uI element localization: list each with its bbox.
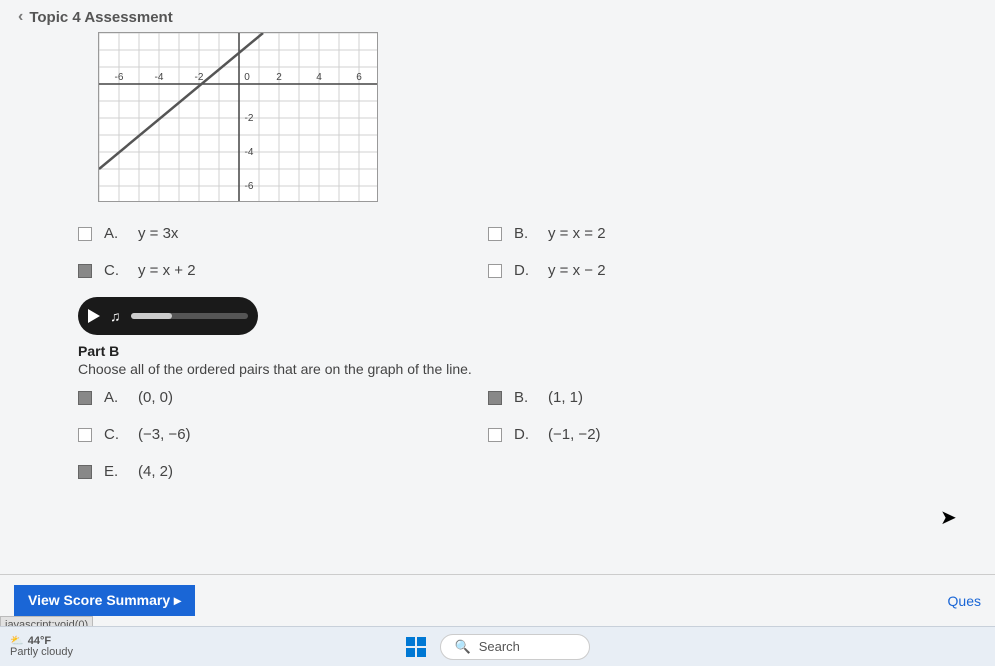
option-letter: C.	[104, 262, 126, 279]
svg-text:-4: -4	[155, 72, 164, 83]
line-graph: -6 -4 -2 2 4 6 0 -2 -4 -6	[98, 32, 378, 202]
answer-option[interactable]: A. y = 3x	[78, 225, 428, 242]
option-label: (−3, −6)	[138, 426, 191, 443]
answer-option[interactable]: A. (0, 0)	[78, 389, 428, 406]
part-b-heading: Part B	[78, 343, 977, 359]
option-label: (4, 2)	[138, 463, 173, 480]
part-b-options: A. (0, 0) B. (1, 1) C. (−3, −6) D. (−1, −2) E. (4…	[78, 389, 838, 480]
weather-widget[interactable]: ⛅44°F Partly cloudy	[10, 636, 73, 658]
svg-text:0: 0	[244, 72, 250, 83]
option-label: y = 3x	[138, 225, 178, 242]
assessment-page: ‹ Topic 4 Assessment -6 -4 -2 2 4 6 0 -2 -4 -6 A.…	[0, 0, 995, 480]
play-icon[interactable]	[88, 309, 100, 323]
option-letter: C.	[104, 426, 126, 443]
option-label: y = x = 2	[548, 225, 606, 242]
option-label: (−1, −2)	[548, 426, 601, 443]
option-letter: A.	[104, 389, 126, 406]
music-note-icon: ♫	[110, 308, 121, 324]
svg-text:4: 4	[316, 72, 322, 83]
graph-container: -6 -4 -2 2 4 6 0 -2 -4 -6	[98, 32, 977, 207]
checkbox[interactable]	[488, 227, 502, 241]
checkbox[interactable]	[488, 391, 502, 405]
answer-option[interactable]: D. y = x − 2	[488, 262, 838, 279]
checkbox[interactable]	[488, 428, 502, 442]
checkbox[interactable]	[78, 428, 92, 442]
svg-text:6: 6	[356, 72, 362, 83]
sun-cloud-icon: ⛅	[10, 636, 24, 647]
svg-text:-4: -4	[245, 147, 254, 158]
start-button[interactable]	[406, 637, 426, 657]
search-icon: 🔍	[455, 639, 471, 655]
answer-option[interactable]: B. y = x = 2	[488, 225, 838, 242]
option-letter: D.	[514, 426, 536, 443]
checkbox[interactable]	[78, 227, 92, 241]
option-label: (1, 1)	[548, 389, 583, 406]
svg-text:-6: -6	[245, 181, 254, 192]
footer-bar: View Score Summary ▸ Ques	[0, 574, 995, 620]
search-placeholder: Search	[479, 639, 520, 654]
question-nav-link[interactable]: Ques	[948, 593, 981, 609]
answer-option[interactable]: C. (−3, −6)	[78, 426, 428, 443]
svg-text:-6: -6	[115, 72, 124, 83]
option-letter: B.	[514, 389, 536, 406]
svg-text:2: 2	[276, 72, 282, 83]
option-label: (0, 0)	[138, 389, 173, 406]
taskbar-center: 🔍 Search	[406, 634, 590, 660]
mouse-cursor-icon: ➤	[940, 505, 957, 530]
option-letter: D.	[514, 262, 536, 279]
checkbox[interactable]	[78, 465, 92, 479]
option-label: y = x − 2	[548, 262, 606, 279]
svg-text:-2: -2	[245, 113, 254, 124]
audio-progress[interactable]	[131, 313, 249, 319]
audio-player[interactable]: ♫	[78, 297, 258, 335]
answer-option[interactable]: E. (4, 2)	[78, 463, 428, 480]
option-letter: E.	[104, 463, 126, 480]
checkbox[interactable]	[488, 264, 502, 278]
breadcrumb-title: Topic 4 Assessment	[29, 9, 172, 26]
answer-option[interactable]: B. (1, 1)	[488, 389, 838, 406]
option-letter: A.	[104, 225, 126, 242]
taskbar-search[interactable]: 🔍 Search	[440, 634, 590, 660]
breadcrumb[interactable]: ‹ Topic 4 Assessment	[18, 8, 977, 26]
part-b-prompt: Choose all of the ordered pairs that are…	[78, 361, 977, 377]
checkbox[interactable]	[78, 264, 92, 278]
svg-text:-2: -2	[195, 72, 204, 83]
answer-option[interactable]: C. y = x + 2	[78, 262, 428, 279]
view-score-button[interactable]: View Score Summary ▸	[14, 585, 195, 616]
option-label: y = x + 2	[138, 262, 196, 279]
answer-option[interactable]: D. (−1, −2)	[488, 426, 838, 443]
option-letter: B.	[514, 225, 536, 242]
windows-taskbar[interactable]: ⛅44°F Partly cloudy 🔍 Search	[0, 626, 995, 666]
back-chevron-icon[interactable]: ‹	[18, 8, 23, 26]
part-a-options: A. y = 3x B. y = x = 2 C. y = x + 2 D. y = x − …	[78, 225, 838, 279]
checkbox[interactable]	[78, 391, 92, 405]
